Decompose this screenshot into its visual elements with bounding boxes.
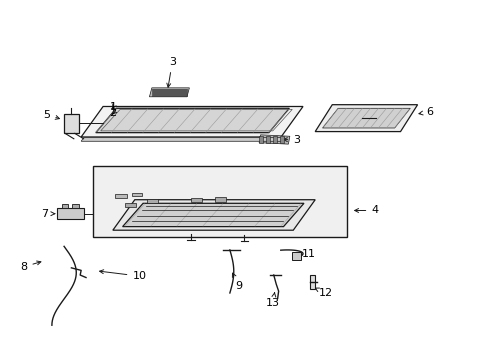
Text: 2: 2 xyxy=(109,108,117,118)
Bar xyxy=(292,252,301,260)
Polygon shape xyxy=(113,200,315,230)
Bar xyxy=(152,91,186,92)
Bar xyxy=(259,136,263,143)
Polygon shape xyxy=(81,107,303,137)
Text: 8: 8 xyxy=(20,261,41,272)
Text: 4: 4 xyxy=(354,206,378,216)
Text: 6: 6 xyxy=(418,107,432,117)
Bar xyxy=(61,204,68,208)
Bar xyxy=(147,199,158,203)
Bar xyxy=(152,93,186,94)
Polygon shape xyxy=(315,105,417,132)
Bar xyxy=(115,194,127,198)
Bar xyxy=(152,95,186,96)
Text: 3: 3 xyxy=(166,57,176,87)
Text: 11: 11 xyxy=(295,249,315,259)
Polygon shape xyxy=(259,135,289,144)
Polygon shape xyxy=(122,203,304,226)
Polygon shape xyxy=(96,108,289,133)
Bar xyxy=(132,193,142,196)
Bar xyxy=(310,275,315,289)
Polygon shape xyxy=(81,138,284,141)
Text: 1: 1 xyxy=(109,102,117,112)
Text: 3: 3 xyxy=(283,135,300,145)
Polygon shape xyxy=(64,114,79,134)
Text: 10: 10 xyxy=(100,270,146,281)
Text: 5: 5 xyxy=(43,110,60,120)
Bar xyxy=(93,166,346,237)
Bar xyxy=(57,208,83,220)
Text: 13: 13 xyxy=(265,293,279,309)
Polygon shape xyxy=(149,88,189,97)
Bar xyxy=(272,136,276,143)
Text: 7: 7 xyxy=(41,209,55,219)
Bar xyxy=(125,203,136,207)
Bar xyxy=(72,204,79,208)
Bar xyxy=(215,197,225,202)
Bar xyxy=(265,136,269,143)
Bar xyxy=(190,198,201,202)
Polygon shape xyxy=(322,108,409,128)
Bar xyxy=(279,136,283,143)
Text: 9: 9 xyxy=(232,273,242,291)
Bar xyxy=(152,89,186,90)
Text: 12: 12 xyxy=(315,288,332,298)
